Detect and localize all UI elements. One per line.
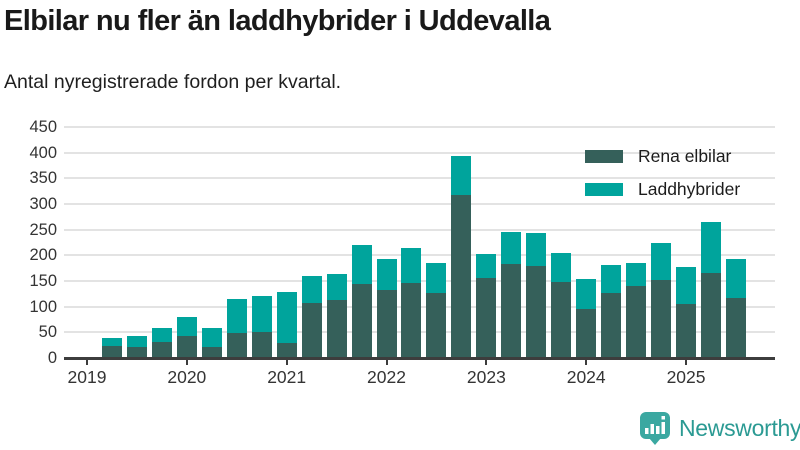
bar-2020-Q2-rena-elbilar (201, 347, 222, 357)
newsworthy-logo-icon (640, 412, 670, 445)
legend-swatch-rena-elbilar (585, 150, 623, 163)
bar-2024-Q3-laddhybrider (626, 263, 647, 286)
legend: Rena elbilar Laddhybrider (585, 146, 740, 200)
gridline-250 (64, 228, 775, 231)
bar-2020-Q1-rena-elbilar (176, 336, 197, 357)
bar-2024-Q2-laddhybrider (601, 265, 622, 293)
bar-2025-Q3-laddhybrider (725, 259, 746, 298)
x-tick-2020 (185, 358, 188, 365)
x-tick-2023 (485, 358, 488, 365)
y-tick-label-350: 350 (29, 169, 57, 188)
bar-2019-Q2-rena-elbilar (101, 346, 122, 357)
bar-2019-Q3-laddhybrider (126, 336, 147, 347)
y-tick-label-0: 0 (47, 349, 57, 367)
bar-2023-Q3-laddhybrider (526, 233, 547, 266)
bar-2024-Q4-rena-elbilar (651, 280, 672, 357)
y-tick-label-300: 300 (29, 195, 57, 213)
bar-2022-Q4-laddhybrider (451, 156, 472, 195)
x-tick-2021 (285, 358, 288, 365)
x-tick-label-2024: 2024 (566, 367, 606, 387)
bar-2020-Q3-rena-elbilar (226, 333, 247, 357)
bar-2025-Q3-rena-elbilar (725, 298, 746, 357)
bar-2020-Q4-rena-elbilar (251, 332, 272, 357)
y-tick-label-50: 50 (38, 323, 57, 342)
bar-2019-Q3-rena-elbilar (126, 347, 147, 357)
x-tick-2024 (585, 358, 588, 365)
bar-2021-Q2-laddhybrider (301, 276, 322, 303)
brand-name: Newsworthy (679, 415, 800, 441)
bar-2022-Q3-rena-elbilar (426, 293, 447, 357)
bar-2021-Q1-rena-elbilar (276, 343, 297, 357)
x-tick-label-2023: 2023 (466, 367, 506, 387)
bar-2021-Q4-rena-elbilar (351, 284, 372, 357)
bar-2023-Q4-laddhybrider (551, 253, 572, 282)
legend-label-laddhybrider: Laddhybrider (638, 179, 741, 199)
bar-2021-Q3-rena-elbilar (326, 300, 347, 357)
bar-2024-Q3-rena-elbilar (626, 286, 647, 357)
bar-2020-Q3-laddhybrider (226, 299, 247, 333)
bar-2024-Q1-rena-elbilar (576, 309, 597, 357)
bar-2025-Q1-rena-elbilar (676, 304, 697, 357)
bar-2019-Q4-laddhybrider (151, 328, 172, 342)
legend-item-laddhybrider: Laddhybrider (585, 179, 740, 200)
bar-2019-Q2-laddhybrider (101, 338, 122, 346)
bar-2022-Q1-laddhybrider (376, 259, 397, 290)
bar-2024-Q4-laddhybrider (651, 243, 672, 280)
x-tick-2022 (385, 358, 388, 365)
bar-2023-Q3-rena-elbilar (526, 266, 547, 357)
plot-area: 2019 2020 2021 2022 2023 2024 2025 (64, 126, 775, 387)
bar-2022-Q1-rena-elbilar (376, 290, 397, 357)
page-title: Elbilar nu fler än laddhybrider i Uddeva… (4, 5, 551, 37)
bar-2025-Q1-laddhybrider (676, 267, 697, 304)
legend-swatch-laddhybrider (585, 183, 623, 196)
x-axis-line (64, 357, 775, 360)
brand-footer: Newsworthy (639, 411, 800, 446)
y-tick-label-100: 100 (29, 297, 57, 316)
bar-2020-Q4-laddhybrider (251, 296, 272, 332)
x-tick-label-2020: 2020 (167, 367, 207, 387)
y-tick-label-400: 400 (29, 143, 57, 162)
x-tick-label-2022: 2022 (367, 367, 406, 387)
x-tick-2019 (86, 358, 88, 365)
bar-2022-Q4-rena-elbilar (451, 195, 472, 357)
x-tick-label-2019: 2019 (67, 367, 107, 387)
bar-2021-Q3-laddhybrider (326, 274, 347, 300)
y-tick-label-250: 250 (29, 220, 57, 239)
legend-item-rena-elbilar: Rena elbilar (585, 146, 740, 167)
bar-2025-Q2-laddhybrider (701, 222, 721, 273)
bar-2021-Q4-laddhybrider (351, 245, 372, 284)
bar-2023-Q1-laddhybrider (476, 254, 497, 278)
bar-2022-Q2-laddhybrider (401, 248, 422, 283)
gridline-450 (64, 126, 775, 128)
bar-2022-Q3-laddhybrider (426, 263, 447, 293)
bar-2019-Q4-rena-elbilar (151, 342, 172, 357)
bar-2021-Q2-rena-elbilar (301, 303, 322, 357)
x-tick-label-2025: 2025 (666, 367, 706, 387)
x-tick-2025 (685, 358, 688, 365)
y-tick-label-200: 200 (29, 246, 57, 265)
chart-subtitle: Antal nyregistrerade fordon per kvartal. (4, 71, 342, 93)
bar-2024-Q2-rena-elbilar (601, 293, 622, 357)
bar-2023-Q2-laddhybrider (501, 232, 522, 264)
bar-2023-Q1-rena-elbilar (476, 278, 497, 357)
legend-label-rena-elbilar: Rena elbilar (638, 146, 732, 166)
gridline-300 (64, 203, 775, 205)
bar-2020-Q1-laddhybrider (176, 317, 197, 336)
bar-2023-Q4-rena-elbilar (551, 282, 572, 357)
y-axis-labels: 0 50 100 150 200 250 300 350 400 450 (0, 0, 57, 450)
y-tick-label-450: 450 (29, 118, 57, 136)
x-tick-label-2021: 2021 (267, 367, 307, 387)
gridline-350 (64, 177, 775, 180)
y-tick-label-150: 150 (29, 272, 57, 290)
bar-2024-Q1-laddhybrider (576, 279, 597, 309)
bar-2025-Q2-rena-elbilar (701, 273, 721, 357)
bar-2022-Q2-rena-elbilar (401, 283, 422, 357)
bar-2023-Q2-rena-elbilar (501, 264, 522, 357)
bar-2020-Q2-laddhybrider (201, 328, 222, 347)
bar-2021-Q1-laddhybrider (276, 292, 297, 343)
gridline-400 (64, 151, 775, 154)
